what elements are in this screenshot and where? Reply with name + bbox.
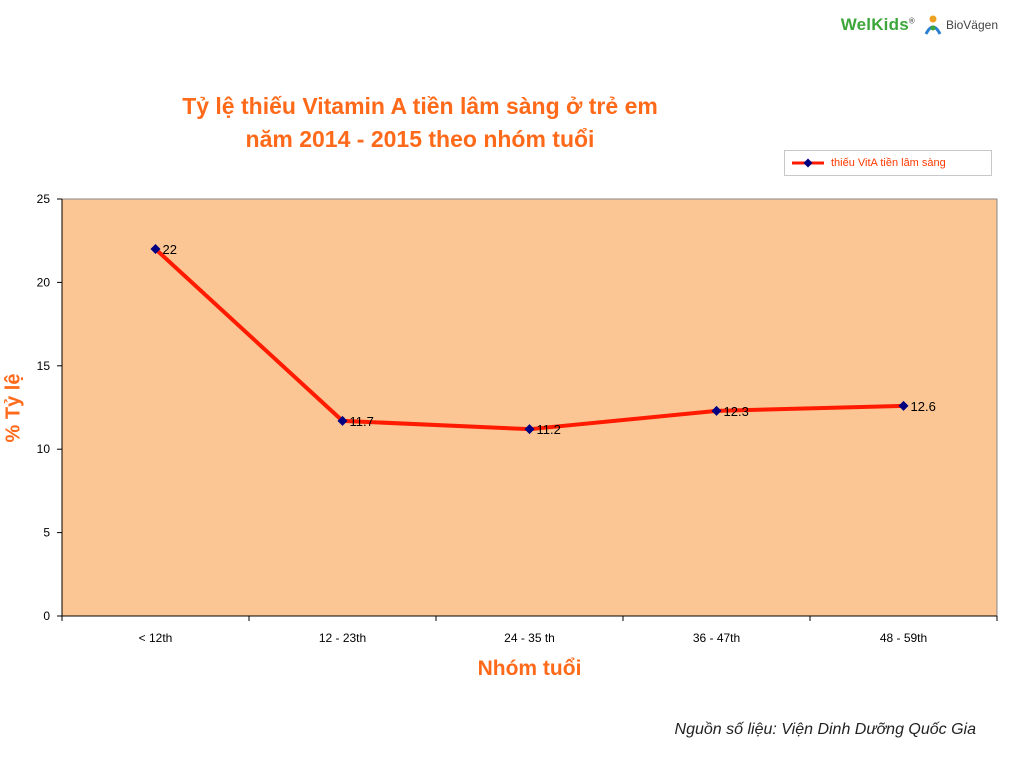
- chart-title: Tỷ lệ thiếu Vitamin A tiền lâm sàng ở tr…: [60, 90, 780, 156]
- y-tick-label: 0: [43, 609, 50, 623]
- chart-legend: thiếu VitA tiền lâm sàng: [784, 150, 992, 176]
- data-label: 11.7: [350, 414, 374, 429]
- x-tick-label: 36 - 47th: [693, 631, 740, 645]
- x-tick-label: 24 - 35 th: [504, 631, 555, 645]
- y-tick-label: 15: [37, 359, 51, 373]
- y-tick-label: 10: [37, 442, 51, 456]
- x-tick-label: 12 - 23th: [319, 631, 366, 645]
- welkids-logo: WelKids®: [840, 15, 915, 34]
- y-tick-label: 25: [37, 192, 51, 206]
- data-point: [337, 415, 348, 426]
- x-axis-title: Nhóm tuổi: [477, 657, 582, 680]
- x-tick-label: 48 - 59th: [880, 631, 927, 645]
- y-axis-title: % Tỷ lệ: [2, 373, 25, 443]
- legend-line-marker-icon: [792, 158, 824, 168]
- data-point: [524, 424, 535, 435]
- data-point: [898, 400, 909, 411]
- legend-label: thiếu VitA tiền lâm sàng: [831, 157, 946, 169]
- source-note: Nguồn số liệu: Viện Dinh Dưỡng Quốc Gia: [674, 721, 976, 738]
- data-point: [711, 405, 722, 416]
- biovagen-figure-icon: [924, 15, 942, 35]
- brand-logos: WelKids® BioVägen: [841, 14, 998, 36]
- data-label: 12.3: [724, 404, 749, 419]
- data-point: [150, 244, 161, 255]
- data-label: 12.6: [911, 399, 936, 414]
- data-label: 22: [163, 242, 177, 257]
- data-label: 11.2: [537, 422, 561, 437]
- chart-title-line-1: Tỷ lệ thiếu Vitamin A tiền lâm sàng ở tr…: [182, 93, 658, 119]
- y-tick-label: 5: [43, 526, 50, 540]
- y-tick-label: 20: [37, 275, 51, 289]
- x-tick-label: < 12th: [139, 631, 173, 645]
- chart-title-line-2: năm 2014 - 2015 theo nhóm tuổi: [245, 126, 595, 152]
- biovagen-logo: BioVägen: [923, 14, 998, 36]
